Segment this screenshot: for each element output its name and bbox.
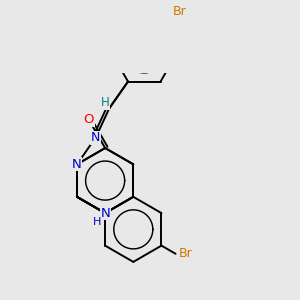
Text: O: O [84, 113, 94, 126]
Text: N: N [91, 131, 100, 144]
Text: H: H [93, 217, 101, 227]
Text: N: N [100, 207, 110, 220]
Text: Br: Br [173, 4, 187, 18]
Text: Br: Br [179, 247, 193, 260]
Text: N: N [72, 158, 82, 171]
Text: H: H [101, 96, 110, 109]
